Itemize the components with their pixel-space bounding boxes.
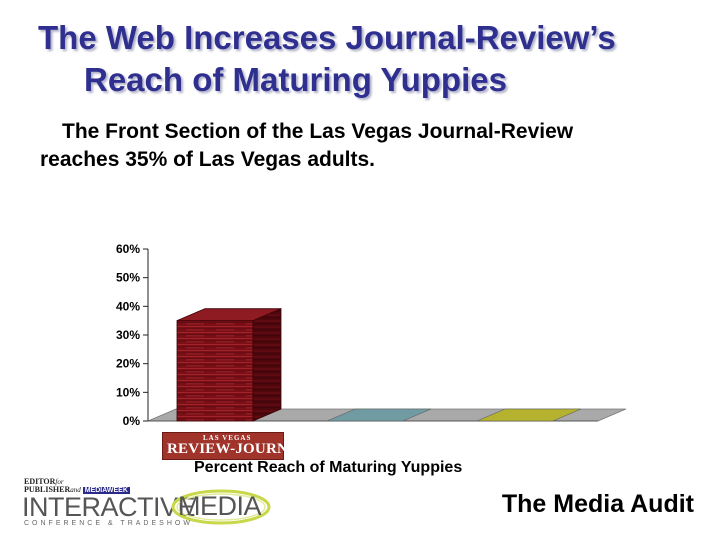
bar-zero [326,408,432,422]
title-line-1: The Web Increases Journal-Review’s [38,19,616,56]
y-tick-label: 60% [116,242,140,256]
media-audit-brand: The Media Audit [501,490,694,518]
bar-side [252,308,282,422]
editor-publisher-mediaweek-mark: EDITORfor PUBLISHERand MEDIAWEEK [24,478,130,495]
y-tick-label: 0% [123,414,141,428]
bar-zero [476,408,582,422]
y-tick-label: 30% [116,328,140,342]
y-axis: 0% 10% 20% 30% 40% 50% 60% [116,242,149,428]
reach-bar-chart: 0% 10% 20% 30% 40% 50% 60% [116,242,627,428]
interactive-word: INTERACTIVE [22,492,196,522]
bar-front [176,320,254,422]
y-tick-label: 20% [116,357,140,371]
subtitle-line-1: The Front Section of the Las Vegas Journ… [62,120,574,143]
mediaweek-mark: MEDIAWEEK [82,487,130,494]
logo-las-vegas: LAS VEGAS [203,434,252,442]
review-journal-logo: LAS VEGAS REVIEW-JOURNAL [162,432,309,460]
y-tick-label: 40% [116,299,140,313]
media-word: MEDIA [178,491,262,521]
y-tick-label: 50% [116,271,140,285]
logo-review-journal: REVIEW-JOURNAL [167,441,310,457]
ep-and: and [70,486,81,494]
ep-publisher: PUBLISHER [24,485,71,494]
y-tick-label: 10% [116,385,140,399]
conference-tradeshow: CONFERENCE & TRADESHOW [24,520,193,527]
interactive-media-logo: EDITORfor PUBLISHERand MEDIAWEEK INTERAC… [22,476,272,536]
ep-for: for [55,478,64,486]
media-swoosh: MEDIA [170,486,272,526]
bar-top [176,308,282,322]
x-axis-label: Percent Reach of Maturing Yuppies [194,459,463,476]
subtitle-line-2: reaches 35% of Las Vegas adults. [40,148,375,171]
title-line-2: Reach of Maturing Yuppies [84,61,507,98]
ep-editor: EDITOR [24,477,56,486]
bar-series [176,308,582,422]
